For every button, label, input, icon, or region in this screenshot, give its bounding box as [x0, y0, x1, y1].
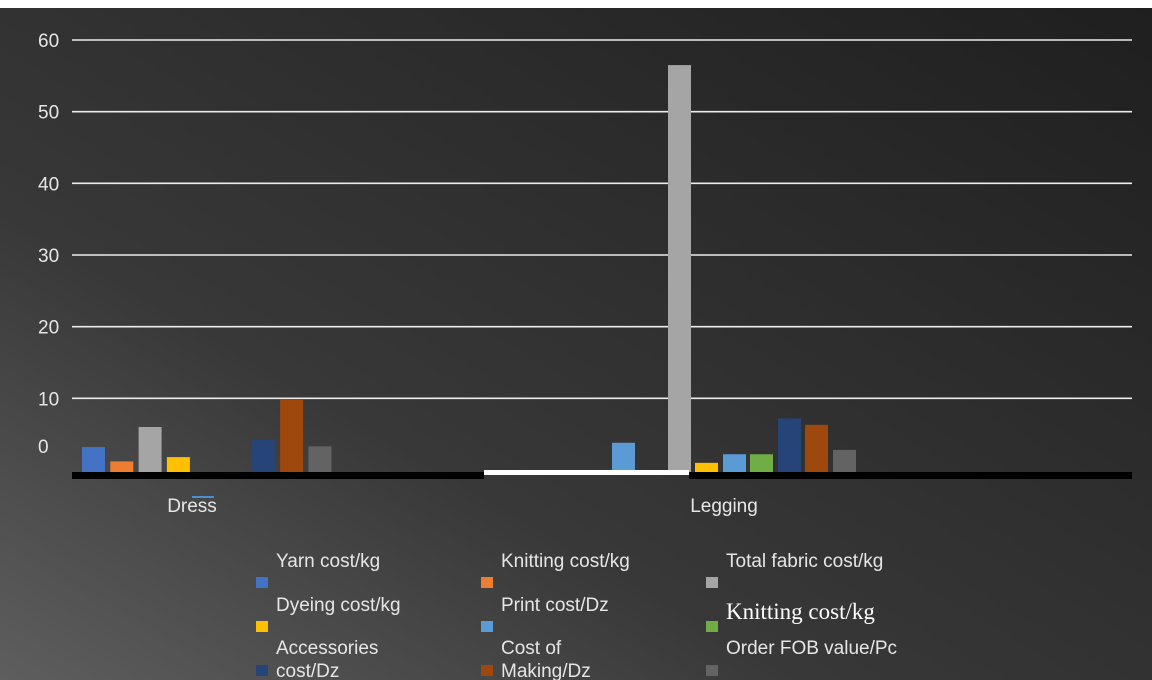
bar-series-13-legging	[805, 424, 828, 472]
legend-swatch	[481, 665, 493, 676]
bar-series-9-legging	[695, 462, 718, 472]
legend-label: Dyeing cost/kg	[276, 595, 401, 616]
legend-swatch	[256, 621, 268, 632]
y-tick-label: 30	[38, 246, 59, 267]
y-tick-label: 40	[38, 174, 59, 195]
bar-dyeing-cost-kg-dress	[166, 457, 190, 472]
dress-marker	[192, 496, 214, 498]
chart-area: 0 10 20 30 40 50 60 Dress Legging Yarn cost/kg K…	[0, 8, 1152, 680]
legend-label: Yarn cost/kg	[276, 551, 380, 572]
legend-label: Cost of	[501, 638, 562, 659]
bar-chart: 0 10 20 30 40 50 60 Dress Legging Yarn cost/kg K…	[0, 8, 1152, 680]
legend-label: cost/Dz	[276, 661, 339, 680]
legend-swatch	[481, 577, 493, 588]
bar-series-11-legging	[750, 454, 773, 472]
baseline-left	[72, 472, 484, 479]
legend: Yarn cost/kg Knitting cost/kg Total fabric…	[256, 551, 897, 680]
legend-label: Accessories	[276, 638, 378, 659]
bar-total-fabric-cost-kg-dress	[138, 427, 162, 472]
legend-label: Order FOB value/Pc	[726, 638, 897, 659]
baseline-middle	[484, 470, 689, 475]
bar-print-cost-dz-legging	[612, 442, 635, 472]
y-tick-label: 20	[38, 318, 59, 339]
legend-label: Knitting cost/kg	[726, 599, 875, 624]
legend-swatch	[706, 577, 718, 588]
bar-knitting-cost-kg-dress	[110, 461, 134, 472]
y-axis-ticks: 0 10 20 30 40 50 60	[38, 31, 59, 458]
baseline-right	[689, 472, 1132, 479]
gridlines	[72, 39, 1132, 400]
legend-swatch	[256, 665, 268, 676]
y-tick-label: 50	[38, 103, 59, 124]
legend-label: Print cost/Dz	[501, 595, 609, 616]
y-tick-label: 0	[38, 437, 49, 458]
legend-swatch	[706, 621, 718, 632]
legend-label: Making/Dz	[501, 661, 591, 680]
bar-accessories-cost-dz-dress	[251, 439, 275, 472]
legend-swatch	[256, 577, 268, 588]
bar-knitting-cost-kg-legging	[668, 65, 691, 473]
bar-series-14-legging	[833, 449, 856, 472]
y-tick-label: 60	[38, 31, 59, 52]
x-axis-baseline	[72, 470, 1132, 498]
x-category-label: Legging	[690, 496, 758, 517]
bar-cost-of-making-dz-dress	[280, 399, 304, 472]
x-axis-categories: Dress Legging	[167, 496, 758, 517]
legend-label: Total fabric cost/kg	[726, 551, 883, 572]
x-category-label: Dress	[167, 496, 217, 517]
bar-series-12-legging	[778, 418, 801, 472]
bar-series-10-legging	[723, 454, 746, 472]
chart-background	[0, 8, 1152, 680]
bars	[82, 65, 856, 473]
bar-yarn-cost-kg-dress	[82, 447, 105, 472]
legend-swatch	[481, 621, 493, 632]
legend-label: Knitting cost/kg	[501, 551, 630, 572]
bar-order-fob-value-pc-dress	[308, 446, 332, 472]
y-tick-label: 10	[38, 389, 59, 410]
legend-swatch	[706, 665, 718, 676]
